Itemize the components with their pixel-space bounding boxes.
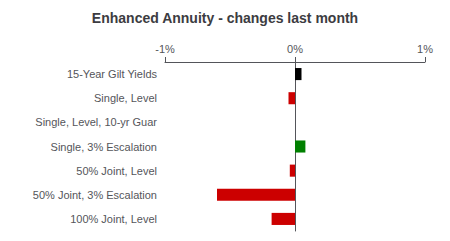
svg-text:1%: 1%	[417, 43, 433, 55]
svg-text:0%: 0%	[287, 43, 303, 55]
svg-text:50% Joint, Level: 50% Joint, Level	[76, 165, 157, 177]
svg-text:50% Joint, 3% Escalation: 50% Joint, 3% Escalation	[33, 189, 157, 201]
svg-text:100% Joint, Level: 100% Joint, Level	[70, 213, 157, 225]
svg-text:Enhanced Annuity - changes las: Enhanced Annuity - changes last month	[92, 10, 358, 26]
svg-text:Single, 3% Escalation: Single, 3% Escalation	[51, 141, 157, 153]
svg-text:Single, Level: Single, Level	[94, 92, 157, 104]
svg-text:Single, Level, 10-yr Guar: Single, Level, 10-yr Guar	[35, 116, 157, 128]
svg-text:15-Year Gilt Yields: 15-Year Gilt Yields	[67, 68, 158, 80]
svg-text:-1%: -1%	[155, 43, 175, 55]
